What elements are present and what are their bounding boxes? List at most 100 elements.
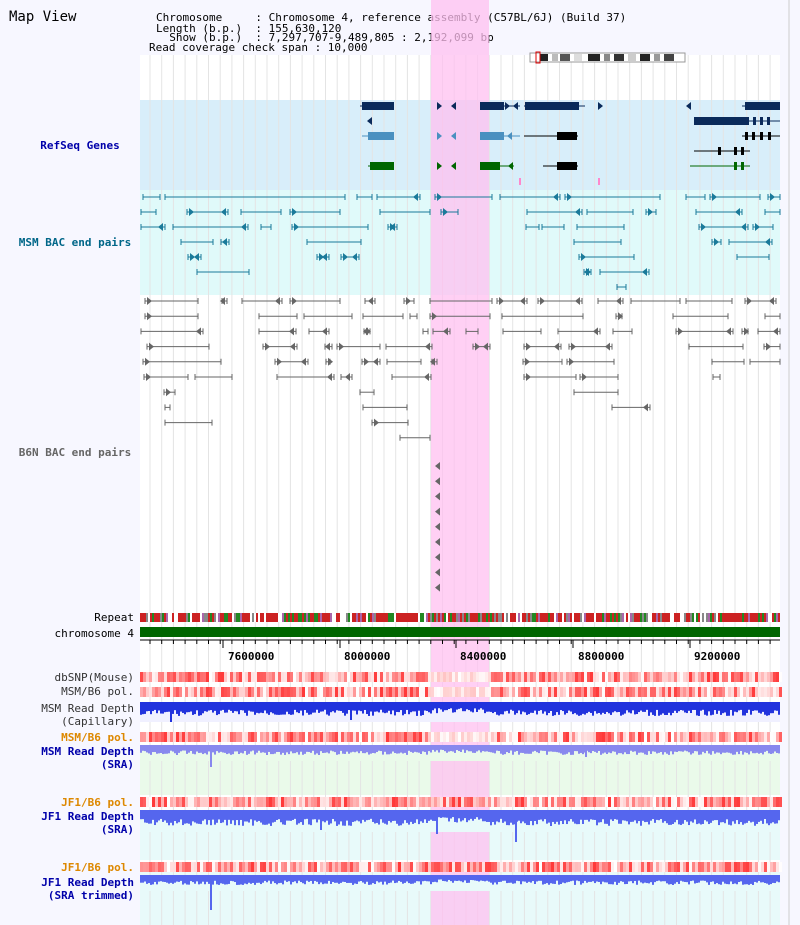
read-depth-bar [418, 702, 420, 711]
polymorphism-cell [713, 672, 716, 682]
read-depth-bar [454, 702, 456, 713]
polymorphism-cell [146, 862, 149, 872]
read-depth-bar [184, 745, 186, 751]
track-label-msm-b6-pol[interactable]: MSM/B6 pol. [61, 685, 134, 698]
repeat-mark [582, 613, 584, 622]
repeat-mark [648, 613, 650, 622]
polymorphism-cell [350, 672, 353, 682]
repeat-mark [152, 613, 154, 622]
track-label-jf1-b6-pol[interactable]: JF1/B6 pol. [61, 796, 134, 809]
read-depth-bar [590, 702, 592, 713]
read-depth-bar [706, 810, 708, 822]
read-depth-bar [456, 702, 458, 710]
read-depth-bar [692, 875, 694, 881]
polymorphism-cell [629, 862, 632, 872]
read-depth-bar [380, 745, 382, 752]
repeat-mark [374, 613, 376, 622]
read-depth-bar [354, 810, 356, 822]
polymorphism-cell [140, 797, 143, 807]
track-label-refseq[interactable]: RefSeq Genes [40, 139, 120, 152]
read-depth-bar [718, 702, 720, 711]
repeat-mark [592, 613, 594, 622]
track-label-msm-b6-pol-sra[interactable]: MSM/B6 pol. [61, 731, 134, 744]
repeat-mark [536, 613, 538, 622]
polymorphism-cell [674, 687, 677, 697]
polymorphism-cell [143, 862, 146, 872]
track-label-chromosome[interactable]: chromosome 4 [54, 627, 134, 640]
polymorphism-cell [596, 672, 599, 682]
read-depth-bar [754, 702, 756, 711]
track-label-jf1-depth-sra[interactable]: JF1 Read Depth [41, 810, 134, 823]
polymorphism-cell [605, 672, 608, 682]
read-depth-bar [458, 745, 460, 752]
polymorphism-cell [482, 862, 485, 872]
read-depth-bar [316, 875, 318, 882]
polymorphism-cell [749, 672, 752, 682]
track-label-jf1-depth-trim[interactable]: JF1 Read Depth [41, 876, 134, 889]
read-depth-bar [310, 810, 312, 826]
polymorphism-cell [296, 687, 299, 697]
track-label-repeat[interactable]: Repeat [94, 611, 134, 624]
bac-end-arrow [526, 373, 531, 381]
read-depth-bar [738, 702, 740, 711]
read-depth-bar [560, 810, 562, 821]
polymorphism-cell [278, 862, 281, 872]
repeat-mark [186, 613, 188, 622]
bac-end-arrow [221, 208, 226, 216]
repeat-mark [376, 613, 378, 622]
track-label-b6n-bac[interactable]: B6N BAC end pairs [18, 446, 132, 459]
polymorphism-cell [524, 687, 527, 697]
read-depth-bar [270, 745, 272, 755]
polymorphism-cell [266, 672, 269, 682]
read-depth-bar [272, 875, 274, 882]
read-depth-bar [680, 810, 682, 825]
polymorphism-cell [539, 732, 542, 742]
polymorphism-cell [440, 672, 443, 682]
read-depth-bar [666, 875, 668, 884]
polymorphism-cell [761, 732, 764, 742]
read-depth-bar [294, 810, 296, 819]
read-depth-bar [706, 745, 708, 751]
polymorphism-cell [197, 862, 200, 872]
read-depth-bar [596, 875, 598, 882]
polymorphism-cell [503, 862, 506, 872]
polymorphism-cell [527, 672, 530, 682]
read-depth-bar [720, 810, 722, 823]
polymorphism-cell [512, 797, 515, 807]
read-depth-bar [216, 875, 218, 885]
polymorphism-cell [641, 732, 644, 742]
polymorphism-cell [239, 672, 242, 682]
read-depth-bar [664, 875, 666, 882]
polymorphism-cell [203, 672, 206, 682]
polymorphism-cell [173, 672, 176, 682]
read-depth-bar [562, 810, 564, 825]
read-depth-bar [172, 875, 174, 884]
read-depth-bar [152, 702, 154, 712]
read-depth-bar [540, 810, 542, 820]
polymorphism-cell [245, 732, 248, 742]
polymorphism-cell [383, 672, 386, 682]
polymorphism-cell [776, 672, 779, 682]
repeat-mark [444, 613, 446, 622]
track-label-msm-bac[interactable]: MSM BAC end pairs [18, 236, 132, 249]
polymorphism-cell [233, 862, 236, 872]
read-depth-bar [750, 875, 752, 884]
read-depth-bar [204, 745, 206, 754]
polymorphism-cell [707, 797, 710, 807]
polymorphism-cell [761, 687, 764, 697]
polymorphism-cell [569, 732, 572, 742]
bac-end-arrow [581, 253, 586, 261]
track-label-dbsnp[interactable]: dbSNP(Mouse) [54, 671, 134, 684]
track-label-msm-depth-sra[interactable]: MSM Read Depth [41, 745, 134, 758]
read-depth-bar [654, 745, 656, 752]
read-depth-bar [608, 875, 610, 885]
polymorphism-cell [269, 672, 272, 682]
polymorphism-cell [761, 797, 764, 807]
read-depth-bar [246, 875, 248, 885]
read-depth-bar [550, 745, 552, 752]
strand-arrow [507, 132, 512, 140]
polymorphism-cell [605, 797, 608, 807]
track-label-jf1-b6-pol-trim[interactable]: JF1/B6 pol. [61, 861, 134, 874]
track-label-msm-depth-cap[interactable]: MSM Read Depth [41, 702, 134, 715]
read-depth-bar [222, 745, 224, 753]
